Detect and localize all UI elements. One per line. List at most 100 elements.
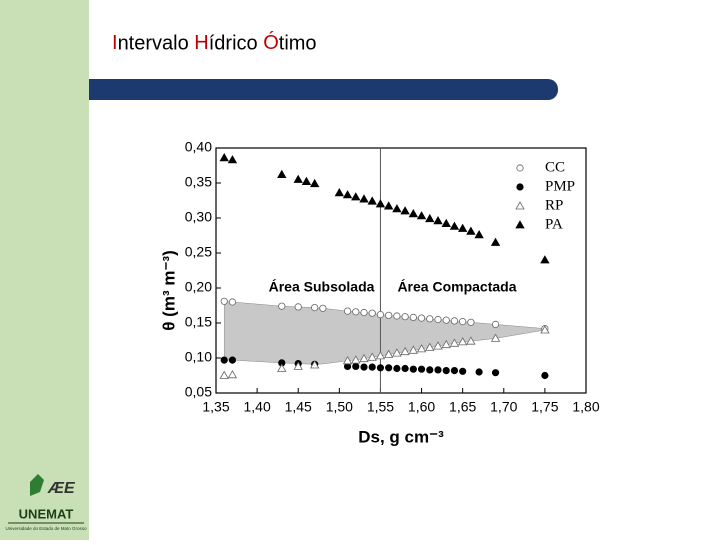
point <box>474 229 484 239</box>
logo-subtitle: Universidade do Estado de Mato Grosso <box>5 526 87 531</box>
point <box>278 302 286 310</box>
point <box>450 317 459 325</box>
point <box>360 308 368 317</box>
point <box>334 187 345 197</box>
x-axis-label: Ds, g cm⁻³ <box>358 427 444 446</box>
point <box>409 313 417 321</box>
point <box>383 201 394 210</box>
point <box>416 344 427 353</box>
x-tick-label: 1,45 <box>285 399 312 415</box>
point <box>417 314 426 322</box>
legend-marker <box>516 183 524 191</box>
point <box>228 298 237 306</box>
point <box>392 348 402 357</box>
x-tick-label: 1,35 <box>202 399 229 415</box>
point <box>459 367 467 375</box>
point <box>401 313 409 321</box>
point <box>425 213 435 223</box>
point <box>220 297 228 305</box>
point <box>368 309 376 317</box>
point <box>540 325 550 334</box>
point <box>426 366 434 374</box>
x-tick-label: 1,70 <box>490 399 517 415</box>
legend-marker <box>515 201 525 210</box>
y-tick-label: 0,30 <box>185 209 212 225</box>
legend-marker <box>515 220 525 229</box>
point <box>376 310 385 319</box>
legend-label: CC <box>545 159 565 175</box>
point <box>442 316 450 324</box>
point <box>309 178 320 188</box>
point <box>351 355 361 364</box>
y-tick-label: 0,15 <box>185 314 212 330</box>
point <box>342 355 353 365</box>
point <box>367 196 377 205</box>
point <box>319 304 327 312</box>
point <box>540 255 550 264</box>
point <box>293 361 303 370</box>
point <box>417 365 426 373</box>
point <box>277 363 287 372</box>
point <box>467 318 475 326</box>
point <box>441 218 451 228</box>
point <box>442 366 450 375</box>
point <box>228 356 237 364</box>
x-tick-label: 1,55 <box>367 399 394 415</box>
point <box>375 351 386 360</box>
point <box>466 336 476 345</box>
point <box>457 337 468 346</box>
point <box>376 364 385 372</box>
point <box>450 366 459 375</box>
point <box>301 176 312 186</box>
point <box>459 317 467 326</box>
point <box>375 199 386 208</box>
point <box>441 339 451 349</box>
y-tick-label: 0,25 <box>185 244 212 260</box>
point <box>385 364 393 372</box>
point <box>343 307 352 315</box>
point <box>401 364 409 373</box>
x-tick-label: 1,60 <box>408 399 435 415</box>
iho-area <box>223 301 546 365</box>
legend-label: PA <box>545 216 563 232</box>
x-tick-label: 1,75 <box>531 399 558 415</box>
point <box>311 303 319 312</box>
legend-label: PMP <box>545 178 575 194</box>
point <box>400 346 410 356</box>
point <box>293 174 303 183</box>
point <box>227 369 238 379</box>
point <box>368 363 376 371</box>
logo-icon <box>30 474 44 496</box>
y-tick-label: 0,35 <box>185 174 212 190</box>
point <box>426 315 434 323</box>
point <box>219 370 229 379</box>
point <box>227 155 238 164</box>
point <box>220 356 228 364</box>
slide-title: Intervalo Hídrico Ótimo <box>112 31 317 54</box>
point <box>359 353 369 363</box>
side-band <box>0 0 89 540</box>
point <box>352 308 360 316</box>
point <box>490 237 501 246</box>
point <box>475 368 483 376</box>
point <box>219 152 229 162</box>
point <box>400 206 410 215</box>
point <box>367 352 377 361</box>
point <box>434 315 442 324</box>
point <box>408 208 419 218</box>
point <box>393 364 401 373</box>
legend-label: RP <box>545 197 563 213</box>
point <box>409 365 417 373</box>
point <box>449 221 460 230</box>
annotation: Área Subsolada <box>269 279 375 295</box>
point <box>541 371 549 380</box>
point <box>392 204 402 213</box>
y-tick-label: 0,05 <box>185 384 212 400</box>
point <box>359 194 369 203</box>
annotation: Área Compactada <box>397 279 516 295</box>
point <box>309 360 320 369</box>
y-tick-label: 0,20 <box>185 279 212 295</box>
point <box>383 349 394 358</box>
point <box>491 369 500 377</box>
